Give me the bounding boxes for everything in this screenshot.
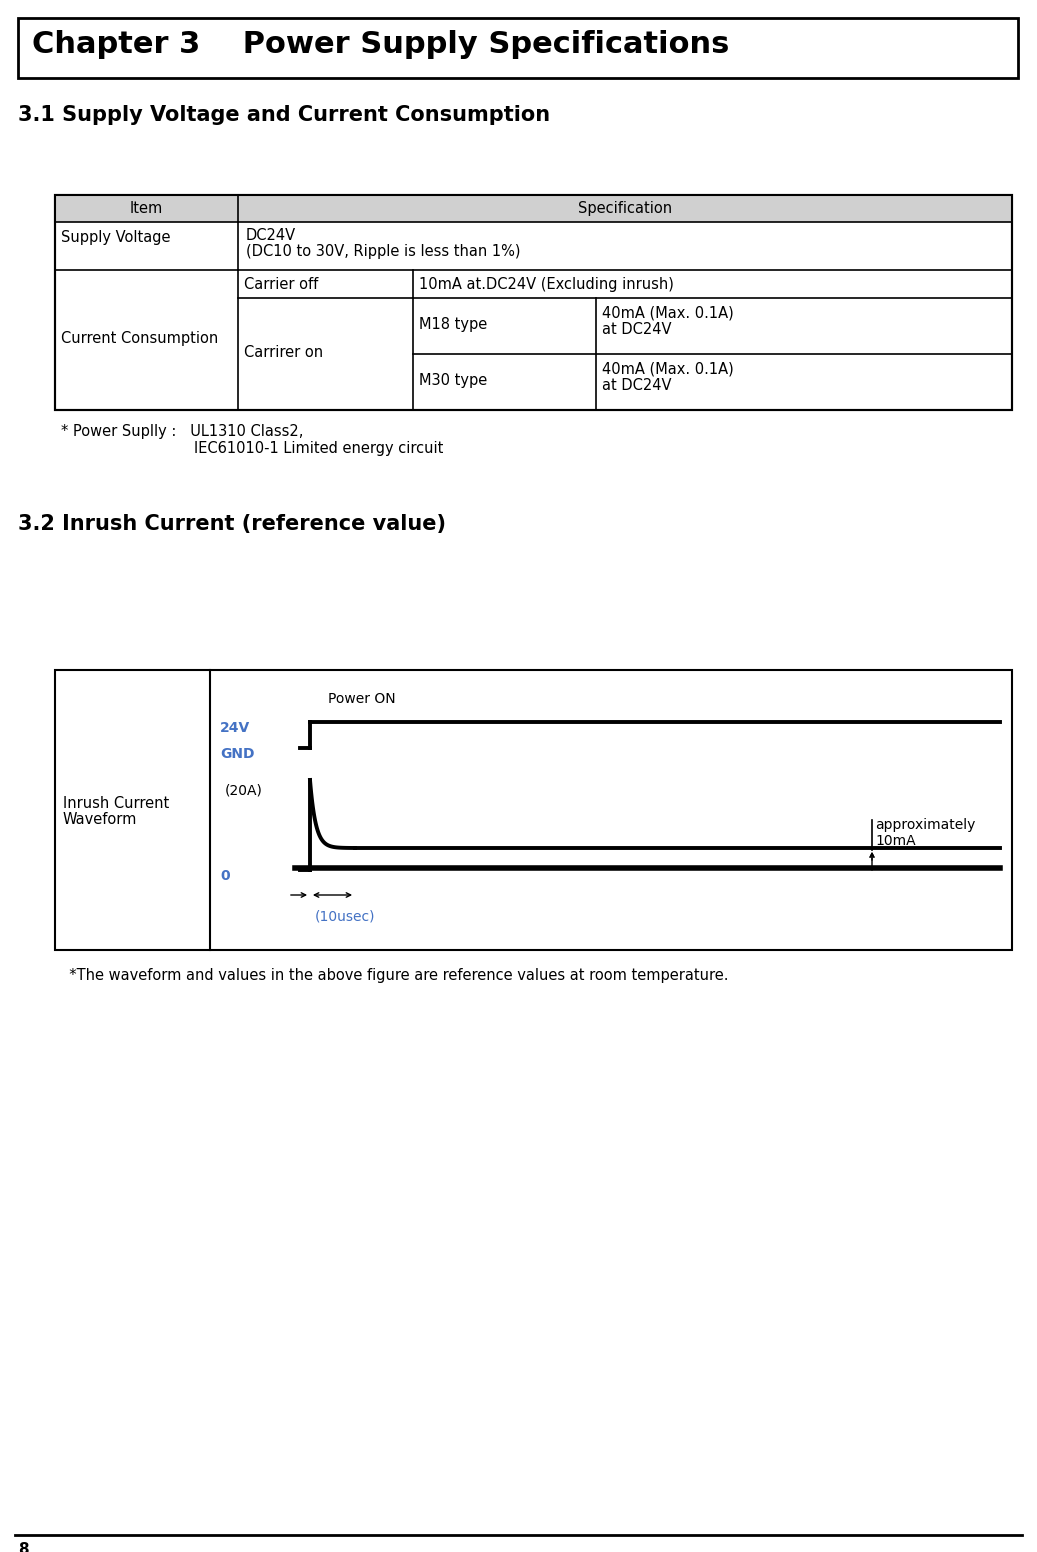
Text: Inrush Current: Inrush Current (63, 796, 169, 812)
Text: 3.1 Supply Voltage and Current Consumption: 3.1 Supply Voltage and Current Consumpti… (18, 106, 550, 126)
Text: at DC24V: at DC24V (602, 379, 672, 393)
Text: * Power Suplly :   UL1310 Class2,: * Power Suplly : UL1310 Class2, (61, 424, 304, 439)
Text: DC24V: DC24V (246, 228, 297, 244)
Text: 10mA: 10mA (875, 833, 916, 847)
Text: 40mA (Max. 0.1A): 40mA (Max. 0.1A) (602, 362, 734, 377)
Bar (55, 670, 1012, 950)
Text: 8: 8 (18, 1543, 29, 1552)
Text: 10mA at.DC24V (Excluding inrush): 10mA at.DC24V (Excluding inrush) (419, 276, 674, 292)
Text: Current Consumption: Current Consumption (61, 331, 218, 346)
Text: Waveform: Waveform (63, 812, 137, 827)
Text: Chapter 3    Power Supply Specifications: Chapter 3 Power Supply Specifications (32, 29, 729, 59)
Bar (55, 196, 1012, 222)
Text: Supply Voltage: Supply Voltage (61, 230, 170, 245)
Text: Carrirer on: Carrirer on (244, 345, 324, 360)
Text: approximately: approximately (875, 818, 976, 832)
Text: Power ON: Power ON (328, 692, 396, 706)
Text: (DC10 to 30V, Ripple is less than 1%): (DC10 to 30V, Ripple is less than 1%) (246, 244, 521, 259)
Text: Specification: Specification (578, 202, 672, 216)
Text: 3.2 Inrush Current (reference value): 3.2 Inrush Current (reference value) (18, 514, 446, 534)
Text: 24V: 24V (220, 722, 250, 736)
Text: Carrier off: Carrier off (244, 276, 318, 292)
Text: GND: GND (220, 747, 254, 760)
Bar (55, 196, 1012, 410)
Text: 40mA (Max. 0.1A): 40mA (Max. 0.1A) (602, 306, 734, 321)
Bar (55, 196, 1012, 410)
Text: Item: Item (130, 202, 163, 216)
Text: *The waveform and values in the above figure are reference values at room temper: *The waveform and values in the above fi… (60, 968, 729, 982)
Text: M18 type: M18 type (419, 317, 487, 332)
Text: at DC24V: at DC24V (602, 321, 672, 337)
Text: (10usec): (10usec) (315, 909, 375, 923)
Text: IEC61010-1 Limited energy circuit: IEC61010-1 Limited energy circuit (194, 441, 444, 456)
Text: (20A): (20A) (225, 784, 262, 798)
Bar (18, 19, 1018, 78)
Text: M30 type: M30 type (419, 372, 487, 388)
Text: 0: 0 (220, 869, 229, 883)
